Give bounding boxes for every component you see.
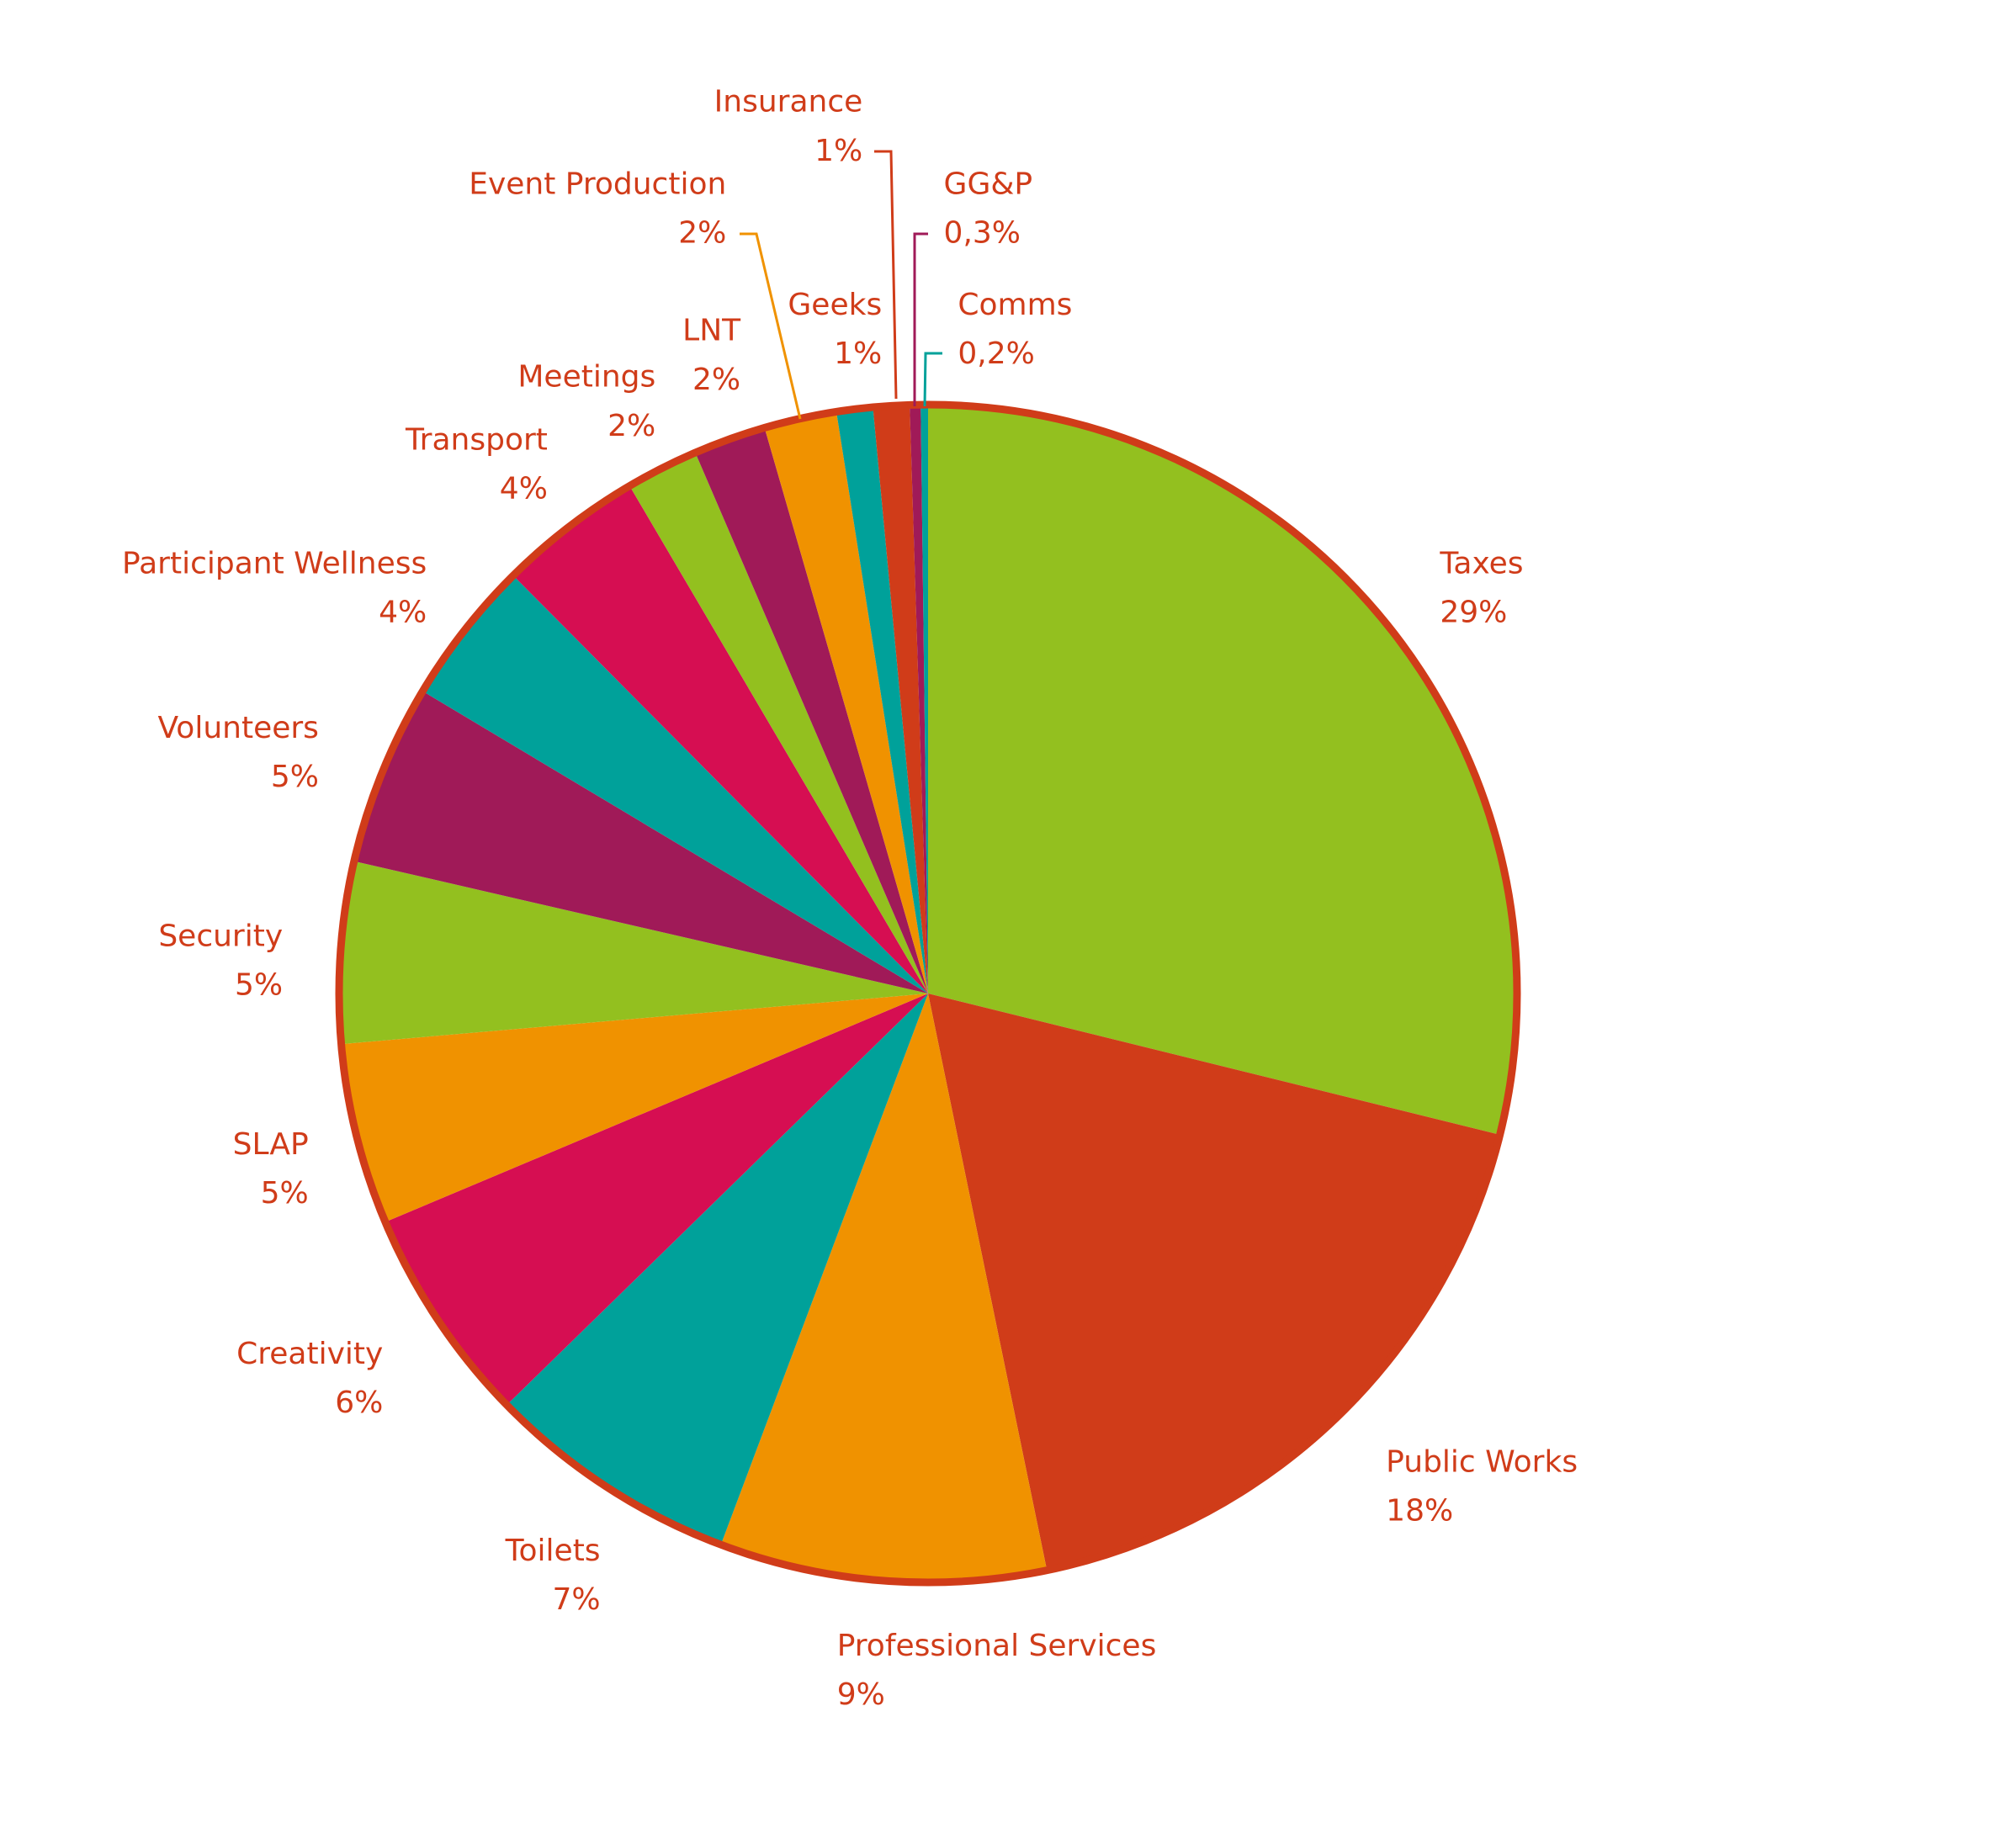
value-label: 9%: [837, 1677, 885, 1712]
category-label: Volunteers: [157, 711, 318, 745]
category-label: LNT: [682, 314, 741, 348]
category-label: Event Production: [469, 167, 726, 202]
category-label: Security: [158, 919, 283, 953]
category-label: Participant Wellness: [122, 546, 427, 580]
value-label: 4%: [500, 472, 548, 506]
value-label: 6%: [335, 1386, 383, 1420]
pie-slice: [764, 411, 928, 994]
value-label: 1%: [814, 134, 862, 168]
labels: Taxes 29% Public Works 18% Professional Serv…: [122, 85, 1578, 1712]
value-label: 2%: [692, 363, 740, 397]
pie-slice: [512, 485, 928, 994]
value-label: 1%: [834, 336, 882, 371]
category-label: Insurance: [714, 85, 863, 119]
value-label: 5%: [261, 1176, 309, 1211]
category-label: Geeks: [788, 288, 882, 322]
pie-slice: [836, 407, 928, 994]
category-label: Meetings: [517, 360, 655, 395]
pie-slice: [341, 994, 928, 1222]
pie-slice: [353, 691, 928, 994]
value-label: 7%: [552, 1582, 600, 1617]
category-label: Taxes: [1439, 546, 1523, 580]
pie-slice: [695, 427, 928, 994]
category-label: Toilets: [505, 1534, 601, 1568]
category-label: Professional Services: [837, 1629, 1157, 1663]
category-label: Transport: [405, 423, 548, 458]
value-label: 2%: [678, 216, 726, 251]
value-label: 29%: [1440, 595, 1507, 629]
category-label: SLAP: [233, 1127, 309, 1162]
pie-slice: [910, 405, 928, 994]
value-label: 2%: [607, 409, 655, 443]
pie-slice: [507, 994, 928, 1545]
pie-slice: [720, 994, 1048, 1582]
pie-slice: [928, 405, 1517, 1135]
category-label: Creativity: [236, 1337, 383, 1371]
pie-slice: [422, 575, 928, 994]
leader-line: [923, 352, 942, 407]
value-label: 5%: [235, 967, 283, 1002]
value-label: 0,2%: [958, 336, 1034, 371]
slices: [339, 405, 1517, 1582]
value-label: 18%: [1386, 1493, 1453, 1528]
pie-slice: [629, 453, 928, 994]
value-label: 0,3%: [944, 216, 1021, 251]
category-label: GG&P: [944, 167, 1033, 202]
leader-line: [913, 232, 928, 406]
category-label: Public Works: [1386, 1444, 1578, 1479]
pie-slice: [339, 861, 928, 1045]
pie-slice: [385, 994, 929, 1406]
value-label: 5%: [271, 760, 319, 794]
pie-slice: [920, 405, 928, 994]
leader-line: [874, 150, 898, 400]
value-label: 4%: [379, 595, 427, 629]
category-label: Comms: [958, 288, 1072, 322]
pie-slice: [928, 994, 1500, 1571]
leader-line: [740, 232, 802, 420]
pie-border: [335, 400, 1521, 1587]
pie-slice: [873, 405, 928, 994]
